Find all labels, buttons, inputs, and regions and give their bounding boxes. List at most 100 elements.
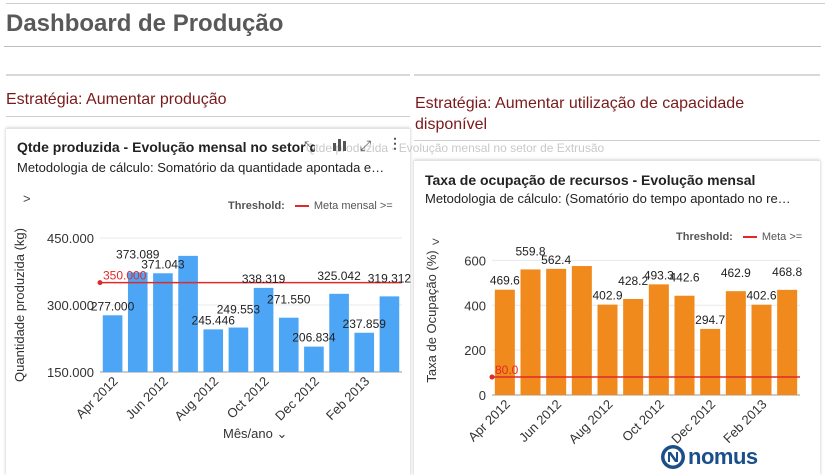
y-tick-label: 450.000 (47, 231, 94, 246)
threshold-legend-line (294, 205, 309, 207)
x-tick-label: Dec 2012 (668, 397, 718, 447)
threshold-value-label: 80.0 (495, 363, 519, 377)
data-label: 559.8 (515, 244, 545, 258)
threshold-legend: Threshold: Meta mensal >= (228, 200, 393, 212)
data-label: 206.834 (292, 331, 336, 345)
fullscreen-icon[interactable]: ⤢ (360, 137, 372, 153)
x-tick-label: Apr 2012 (73, 374, 121, 422)
nomus-logo-text: nomus (688, 444, 758, 469)
x-tick-label: Feb 2013 (720, 397, 769, 446)
chevron-right-icon[interactable]: > (432, 234, 440, 249)
title-divider (4, 46, 821, 47)
data-label: 468.8 (772, 265, 802, 279)
x-tick-label: Dec 2012 (272, 374, 322, 424)
y-axis-title: Taxa de Ocupação (%) (424, 250, 439, 382)
y-tick-label: 300.000 (47, 298, 94, 313)
threshold-legend-text: Meta >= (761, 231, 803, 243)
x-tick-label: Apr 2012 (465, 397, 513, 445)
more-options-icon[interactable]: ⋮ (388, 135, 402, 151)
threshold-legend-line (742, 236, 757, 238)
dashboard-title: Dashboard de Produção (6, 10, 284, 37)
card-title-overflow: Qtde produzida - Evolução mensal no seto… (306, 141, 605, 155)
bar-chart-glyph (333, 139, 346, 151)
data-label: 277.000 (91, 299, 135, 313)
data-label: 402.9 (592, 289, 622, 303)
production-card-title: Qtde produzida - Evolução mensal no seto… (17, 139, 315, 155)
bar (648, 284, 669, 395)
threshold-label: Threshold: (228, 200, 285, 212)
y-tick-label: 150.000 (47, 365, 94, 380)
threshold-legend-text: Meta mensal >= (313, 200, 393, 212)
bar (777, 289, 798, 395)
threshold-marker (489, 374, 495, 380)
data-label: 562.4 (541, 253, 571, 267)
chevron-right-icon[interactable]: > (23, 191, 31, 206)
y-tick-label: 400 (464, 298, 486, 313)
bar (153, 273, 173, 372)
bar (178, 255, 198, 372)
x-tick-label: Aug 2012 (566, 397, 616, 447)
bar (354, 332, 375, 372)
data-label: 373.089 (116, 247, 160, 261)
bar (304, 346, 324, 372)
right-section-top-border (414, 74, 820, 76)
bar (329, 293, 349, 372)
bar (571, 266, 592, 395)
data-label: 493.3 (644, 268, 674, 282)
y-axis-title: Quantidade produzida (kg) (12, 228, 27, 382)
bar (700, 328, 721, 395)
bar (379, 296, 400, 372)
bar (546, 268, 567, 395)
left-section-bottom-border (6, 116, 410, 117)
x-tick-label: Jun 2012 (516, 397, 564, 445)
right-section-bottom-border (414, 140, 820, 141)
data-label: 442.6 (669, 271, 699, 285)
x-axis-selector-label: Mês/ano (223, 426, 273, 441)
data-label: 338.319 (242, 272, 286, 286)
x-tick-label: Aug 2012 (171, 374, 221, 424)
y-tick-label: 600 (464, 253, 486, 268)
bar (494, 289, 515, 395)
bar (623, 298, 644, 395)
bar (751, 304, 772, 395)
data-label: 402.6 (746, 289, 776, 303)
production-bar-chart: 150.000 300.000 450.000 Quantidade produzid… (12, 228, 412, 424)
production-chart-card: Qtde produzida - Evolução mensal no seto… (6, 128, 604, 475)
data-label: 462.9 (721, 266, 751, 280)
threshold-value-label: 350.000 (103, 269, 147, 283)
bar (228, 327, 249, 372)
x-tick-label: Oct 2012 (224, 374, 272, 422)
occupancy-chart-card: Taxa de ocupação de recursos - Evolução … (414, 160, 820, 475)
threshold-marker (97, 280, 103, 286)
strategy-heading-capacity-line1: Estratégia: Aumentar utilização de capac… (415, 95, 745, 112)
expand-arrows-icon[interactable]: ⤡ (304, 138, 316, 154)
strategy-heading-capacity: Estratégia: Aumentar utilização de capac… (415, 93, 744, 135)
strategy-heading-production: Estratégia: Aumentar produção (6, 91, 227, 108)
strategy-heading-capacity-line2: disponível (415, 116, 488, 133)
threshold-legend: Threshold: Meta >= (676, 231, 802, 243)
bar (253, 287, 274, 372)
bar (520, 269, 541, 395)
nomus-logo: nomus (660, 444, 758, 470)
bar (127, 272, 148, 372)
data-label: 249.553 (217, 303, 261, 317)
bar (203, 329, 224, 372)
x-tick-label: Oct 2012 (619, 397, 667, 445)
x-tick-label: Feb 2013 (323, 374, 372, 423)
chevron-down-icon: ⌄ (276, 426, 288, 441)
y-tick-label: 0 (479, 388, 486, 403)
threshold-label: Threshold: (676, 231, 733, 243)
top-divider (6, 3, 825, 4)
data-label: 271.550 (267, 293, 311, 307)
data-label: 319.312 (368, 271, 412, 285)
x-axis-selector[interactable]: Mês/ano ⌄ (223, 426, 287, 442)
data-label: 294.7 (695, 313, 725, 327)
production-card-subtitle: Metodologia de cálculo: Somatório da qua… (17, 160, 385, 175)
bar (674, 295, 695, 395)
data-label: 237.859 (343, 317, 387, 331)
data-label: 469.6 (490, 274, 520, 288)
y-tick-label: 200 (464, 343, 486, 358)
nomus-logo-mark (661, 445, 685, 469)
x-tick-label: Jun 2012 (123, 374, 171, 422)
bar-chart-icon[interactable] (332, 137, 348, 154)
